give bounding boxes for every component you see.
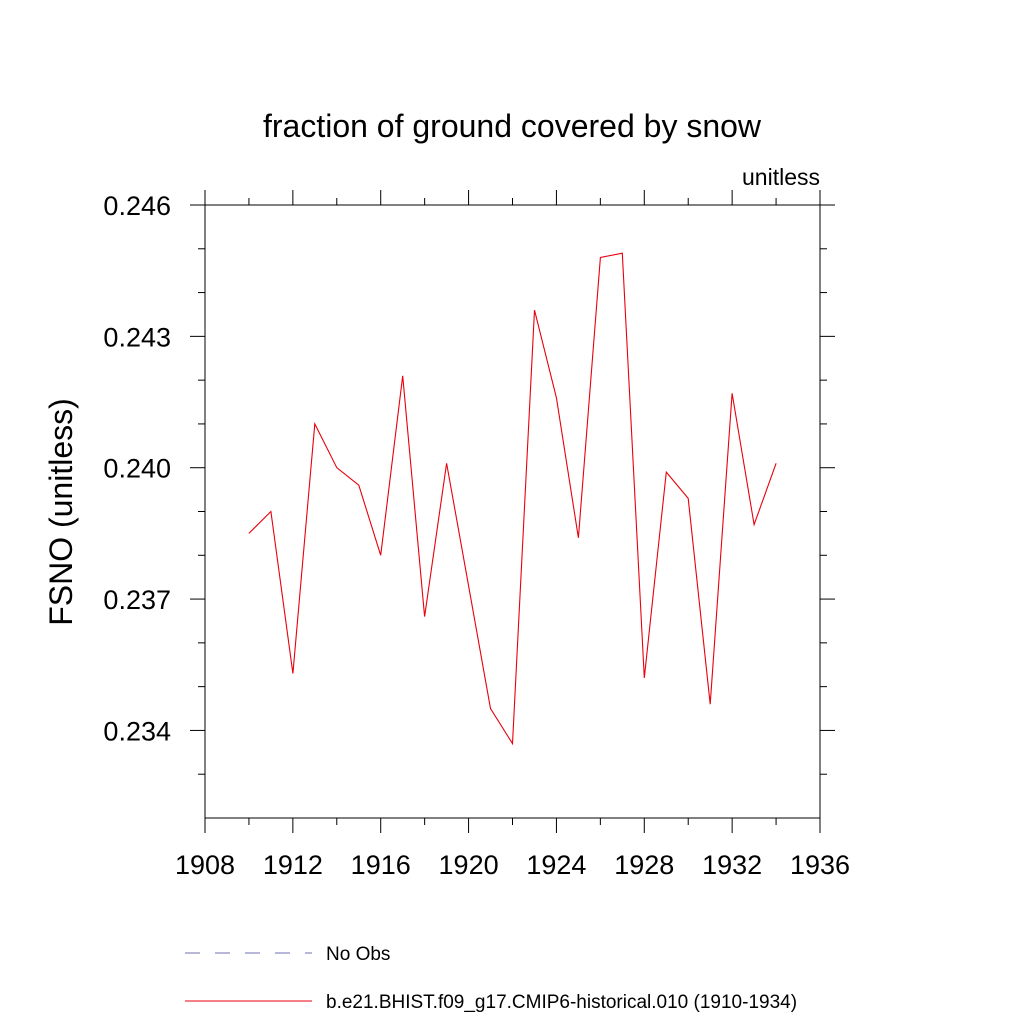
y-tick-label: 0.243 — [103, 322, 171, 352]
chart-title: fraction of ground covered by snow — [263, 108, 762, 144]
legend-label-model: b.e21.BHIST.f09_g17.CMIP6-historical.010… — [326, 992, 797, 1013]
x-tick-label: 1920 — [439, 850, 499, 880]
y-tick-labels: 0.234 0.237 0.240 0.243 0.246 — [103, 191, 171, 746]
x-tick-label: 1916 — [351, 850, 411, 880]
x-tick-label: 1928 — [614, 850, 674, 880]
legend-label-no-obs: No Obs — [326, 944, 390, 965]
x-tick-label: 1936 — [790, 850, 850, 880]
x-tick-labels: 1908 1912 1916 1920 1924 1928 1932 1936 — [175, 850, 850, 880]
x-tick-label: 1908 — [175, 850, 235, 880]
x-tick-label: 1924 — [526, 850, 586, 880]
y-tick-label: 0.237 — [103, 585, 171, 615]
y-tick-label: 0.246 — [103, 191, 171, 221]
legend: No Obs b.e21.BHIST.f09_g17.CMIP6-histori… — [185, 944, 797, 1013]
x-tick-label: 1912 — [263, 850, 323, 880]
units-label: unitless — [742, 164, 820, 190]
axis-ticks — [190, 190, 835, 833]
y-axis-label: FSNO (unitless) — [43, 398, 79, 626]
series-line — [248, 252, 777, 746]
y-tick-label: 0.234 — [103, 716, 171, 746]
data-series — [248, 252, 777, 746]
x-tick-label: 1932 — [702, 850, 762, 880]
y-tick-label: 0.240 — [103, 454, 171, 484]
plot-frame — [204, 204, 821, 819]
